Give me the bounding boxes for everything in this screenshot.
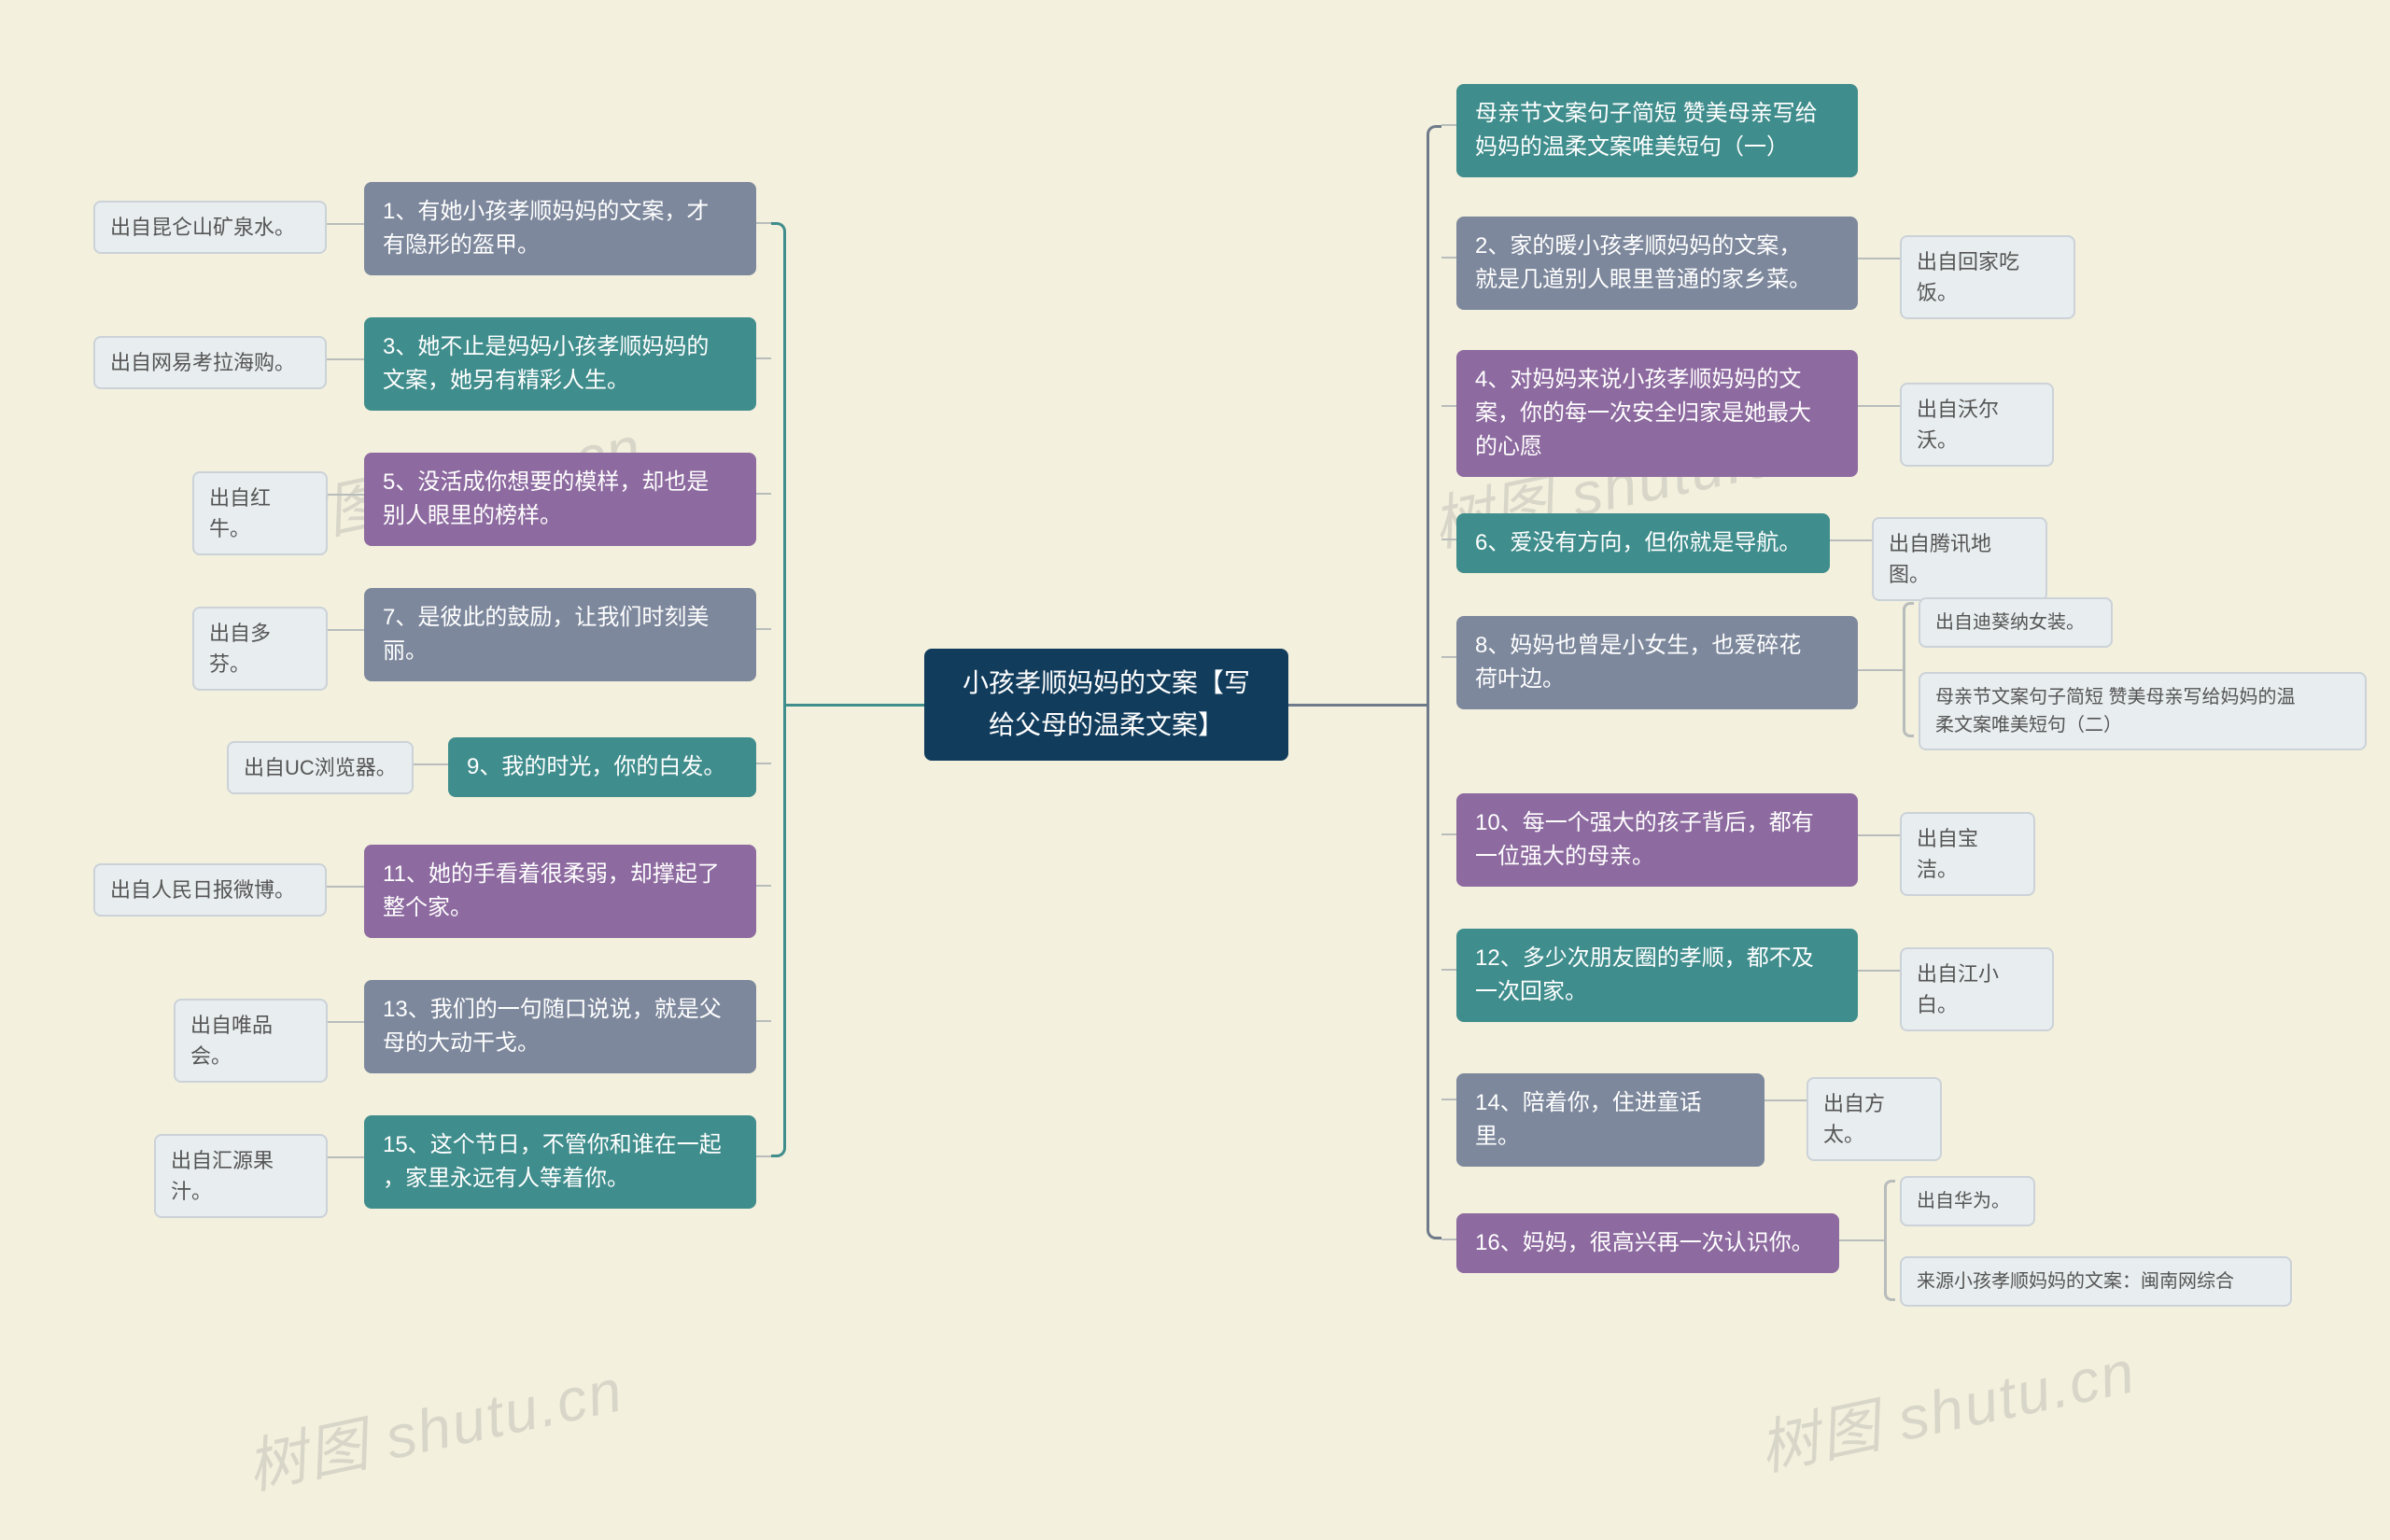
branch-node-right: 10、每一个强大的孩子背后，都有一位强大的母亲。 xyxy=(1456,793,1858,887)
mindmap-canvas: 树图 shutu.cn树图 shutu.cn树图 shutu.cn树图 shut… xyxy=(0,0,2390,1540)
leaf-node: 出自UC浏览器。 xyxy=(227,741,414,794)
leaf-node: 出自回家吃饭。 xyxy=(1900,235,2075,319)
connector xyxy=(1441,833,1456,835)
leaf-node: 出自方太。 xyxy=(1807,1077,1942,1161)
connector xyxy=(327,358,364,360)
connector xyxy=(1441,1239,1456,1240)
small-bracket xyxy=(1884,1180,1895,1301)
connector xyxy=(756,763,771,764)
connector xyxy=(756,1020,771,1022)
connector xyxy=(1858,834,1900,836)
connector xyxy=(1764,1099,1807,1101)
connector xyxy=(1839,1239,1884,1241)
leaf-node: 出自红牛。 xyxy=(192,471,328,555)
connector xyxy=(756,628,771,630)
branch-node-right: 12、多少次朋友圈的孝顺，都不及一次回家。 xyxy=(1456,929,1858,1022)
leaf-node: 来源小孩孝顺妈妈的文案：闽南网综合 xyxy=(1900,1256,2292,1307)
branch-node-left: 3、她不止是妈妈小孩孝顺妈妈的文案，她另有精彩人生。 xyxy=(364,317,756,411)
leaf-node: 母亲节文案句子简短 赞美母亲写给妈妈的温柔文案唯美短句（二） xyxy=(1919,672,2367,750)
connector xyxy=(756,222,771,224)
connector xyxy=(1858,970,1900,972)
leaf-node: 出自沃尔沃。 xyxy=(1900,383,2054,467)
connector xyxy=(328,1021,364,1023)
connector xyxy=(756,493,771,495)
leaf-node: 出自江小白。 xyxy=(1900,947,2054,1031)
branch-node-right: 16、妈妈，很高兴再一次认识你。 xyxy=(1456,1213,1839,1273)
connector xyxy=(327,223,364,225)
branch-node-right: 6、爱没有方向，但你就是导航。 xyxy=(1456,513,1830,573)
stem-right xyxy=(1288,704,1427,707)
branch-node-left: 1、有她小孩孝顺妈妈的文案，才有隐形的盔甲。 xyxy=(364,182,756,275)
leaf-node: 出自唯品会。 xyxy=(174,999,328,1083)
root-node: 小孩孝顺妈妈的文案【写给父母的温柔文案】 xyxy=(924,649,1288,761)
branch-node-left: 15、这个节日，不管你和谁在一起，家里永远有人等着你。 xyxy=(364,1115,756,1209)
leaf-node: 出自汇源果汁。 xyxy=(154,1134,328,1218)
watermark: 树图 shutu.cn xyxy=(1750,1323,2143,1487)
connector xyxy=(1858,405,1900,407)
branch-node-left: 7、是彼此的鼓励，让我们时刻美丽。 xyxy=(364,588,756,681)
branch-node-left: 5、没活成你想要的模样，却也是别人眼里的榜样。 xyxy=(364,453,756,546)
connector xyxy=(328,494,364,496)
leaf-node: 出自腾讯地图。 xyxy=(1872,517,2047,601)
leaf-node: 出自多芬。 xyxy=(192,607,328,691)
small-bracket xyxy=(1903,602,1914,737)
connector xyxy=(327,886,364,888)
connector xyxy=(1441,257,1456,259)
connector xyxy=(1441,405,1456,407)
connector xyxy=(1441,1099,1456,1100)
connector xyxy=(1441,656,1456,658)
branch-node-left: 13、我们的一句随口说说，就是父母的大动干戈。 xyxy=(364,980,756,1073)
branch-node-right: 8、妈妈也曾是小女生，也爱碎花荷叶边。 xyxy=(1456,616,1858,709)
watermark: 树图 shutu.cn xyxy=(238,1342,630,1505)
leaf-node: 出自华为。 xyxy=(1900,1176,2035,1226)
branch-node-right: 14、陪着你，住进童话里。 xyxy=(1456,1073,1764,1167)
connector xyxy=(414,763,448,765)
connector xyxy=(756,1155,771,1157)
connector xyxy=(756,357,771,359)
connector xyxy=(1441,969,1456,971)
connector xyxy=(1830,539,1872,541)
leaf-node: 出自迪葵纳女装。 xyxy=(1919,597,2113,648)
connector xyxy=(1441,124,1456,126)
connector xyxy=(328,1156,364,1158)
leaf-node: 出自昆仑山矿泉水。 xyxy=(93,201,327,254)
leaf-node: 出自宝洁。 xyxy=(1900,812,2035,896)
stem-left xyxy=(786,704,924,707)
connector xyxy=(1858,258,1900,259)
branch-node-left: 11、她的手看着很柔弱，却撑起了整个家。 xyxy=(364,845,756,938)
branch-node-left: 9、我的时光，你的白发。 xyxy=(448,737,756,797)
connector xyxy=(756,885,771,887)
bracket-right xyxy=(1427,125,1441,1239)
connector xyxy=(328,629,364,631)
connector xyxy=(1441,539,1456,540)
branch-node-right: 4、对妈妈来说小孩孝顺妈妈的文案，你的每一次安全归家是她最大的心愿 xyxy=(1456,350,1858,477)
bracket-left xyxy=(771,222,786,1157)
branch-node-right: 2、家的暖小孩孝顺妈妈的文案，就是几道别人眼里普通的家乡菜。 xyxy=(1456,217,1858,310)
branch-node-right: 母亲节文案句子简短 赞美母亲写给妈妈的温柔文案唯美短句（一） xyxy=(1456,84,1858,177)
connector xyxy=(1858,669,1903,671)
leaf-node: 出自人民日报微博。 xyxy=(93,863,327,917)
leaf-node: 出自网易考拉海购。 xyxy=(93,336,327,389)
